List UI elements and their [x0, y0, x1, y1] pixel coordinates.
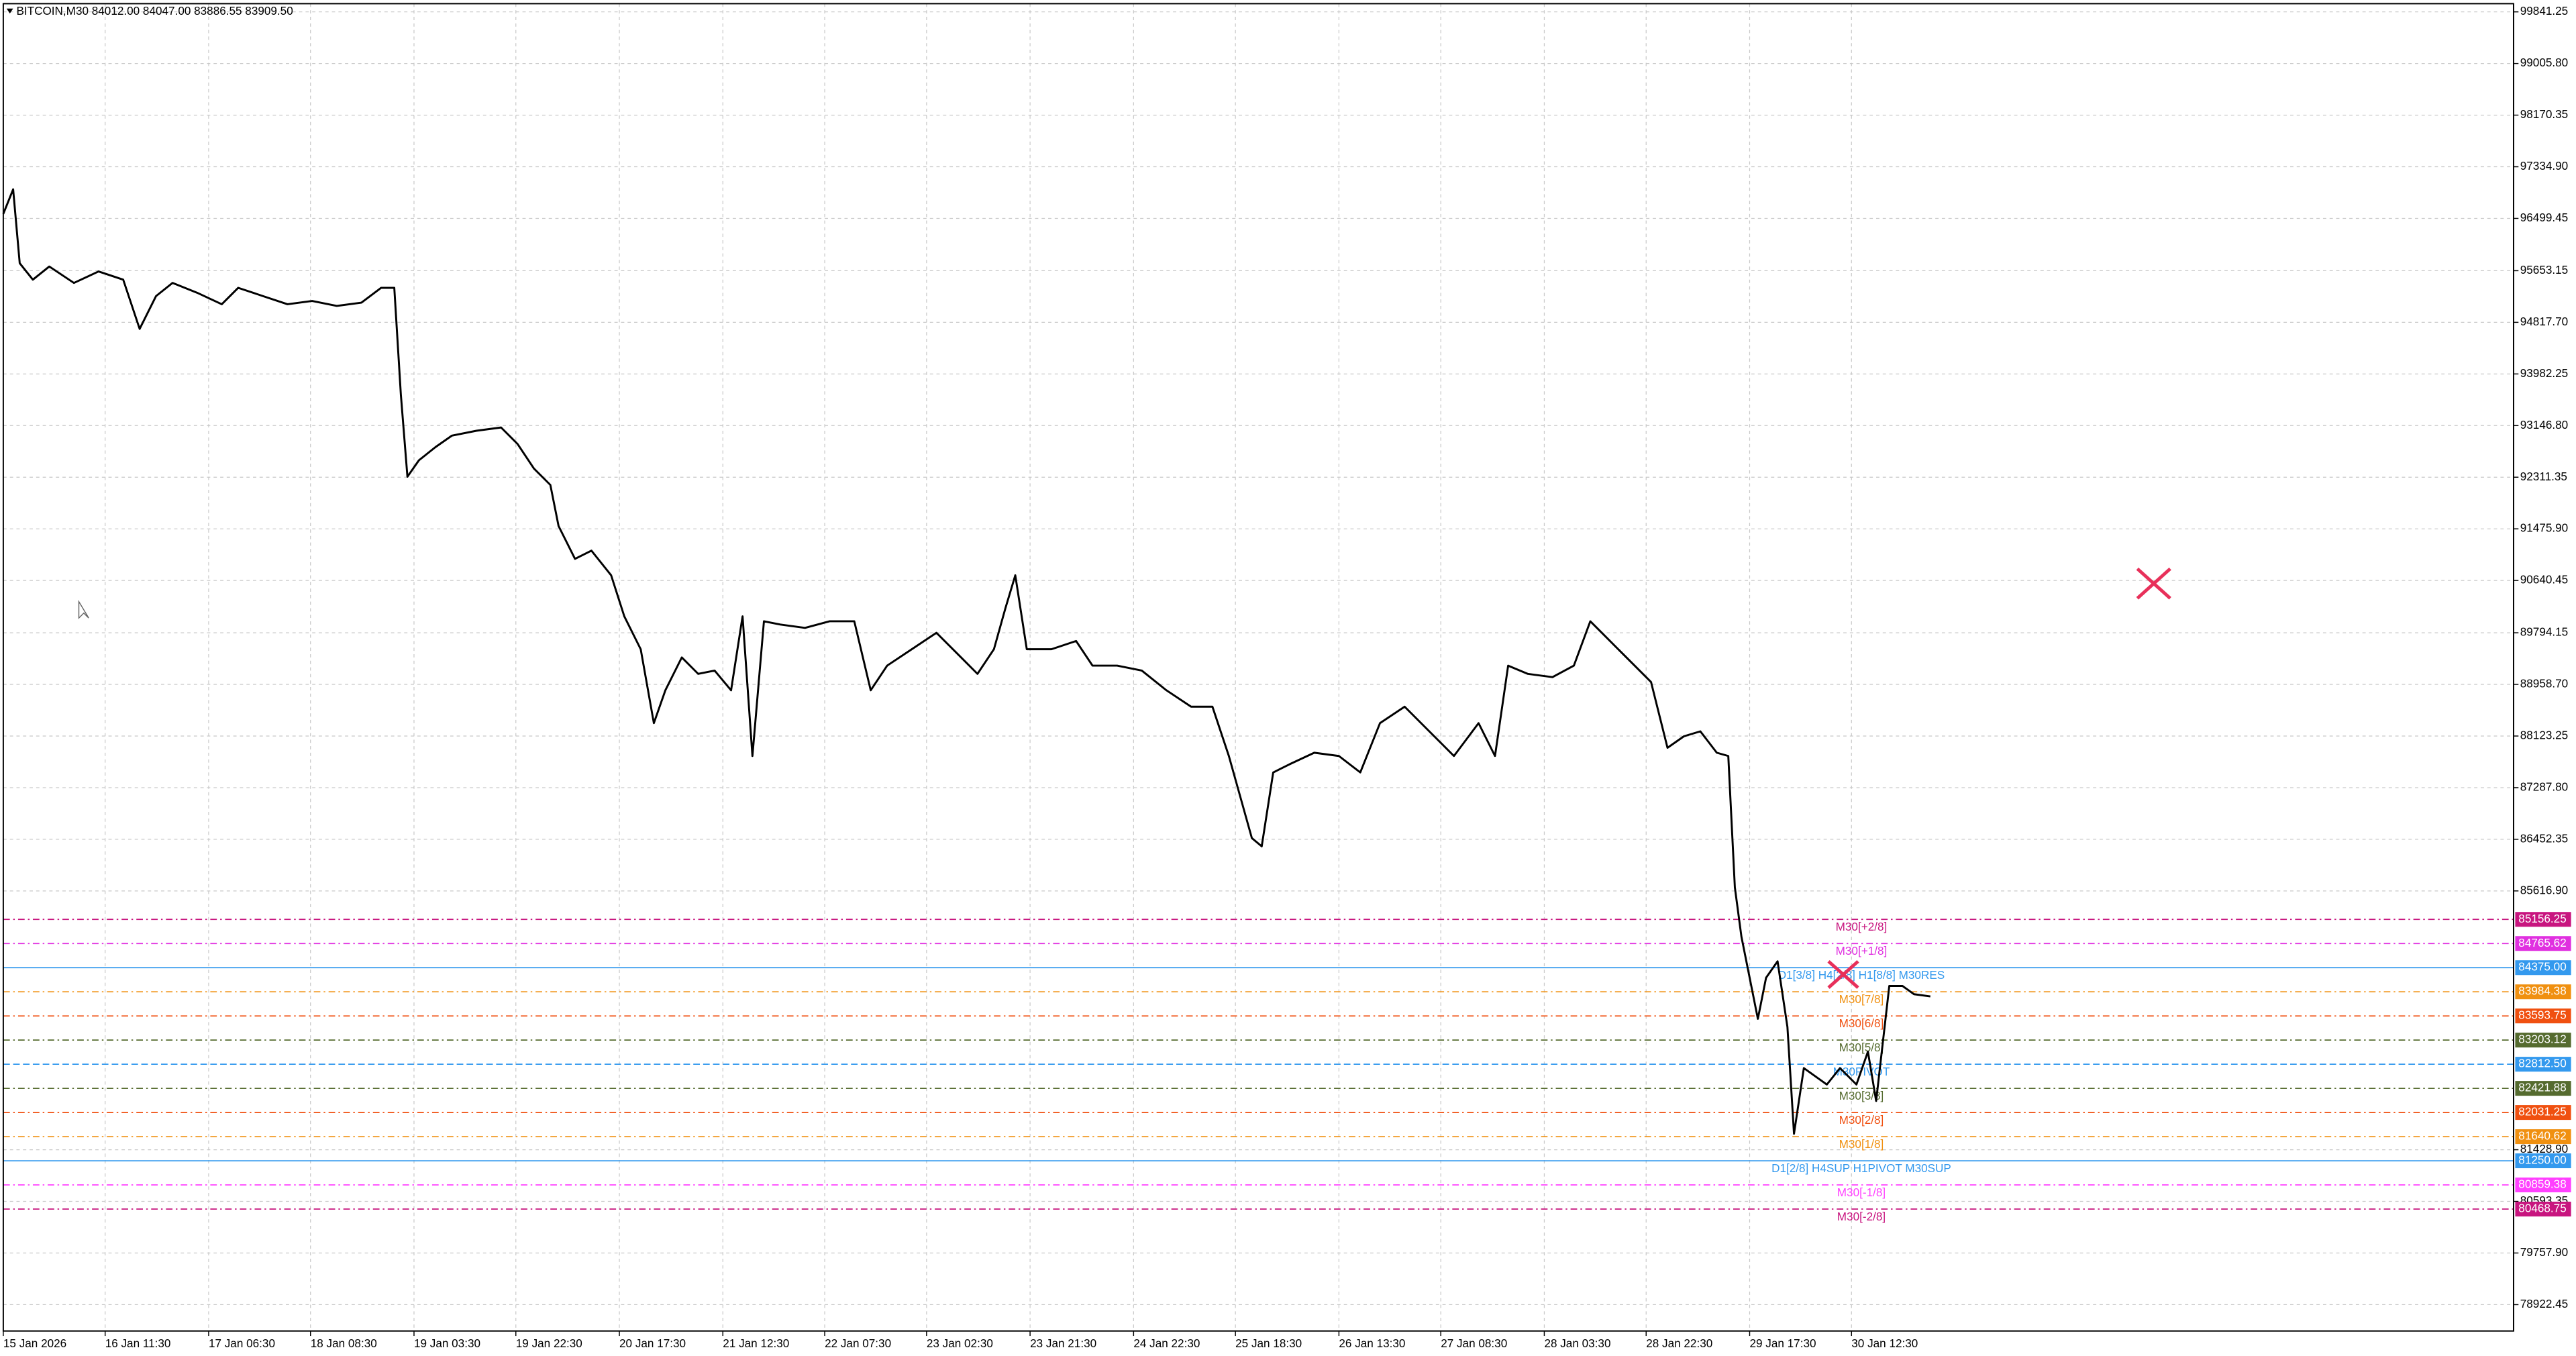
x-tick-label: 18 Jan 08:30	[311, 1337, 377, 1350]
x-tick-label: 28 Jan 03:30	[1544, 1337, 1610, 1350]
x-tick-label: 21 Jan 12:30	[723, 1337, 789, 1350]
levels-layer: M30[+2/8] M30[+1/8] D1[3/8] H4[2/8] H1[8/8…	[3, 919, 2514, 1223]
level-price-box	[2515, 1081, 2571, 1096]
level-price-label: 81640.62	[2518, 1129, 2566, 1143]
y-tick-label: 88958.70	[2520, 677, 2568, 690]
x-tick-label: 26 Jan 13:30	[1339, 1337, 1405, 1350]
x-tick-label: 19 Jan 03:30	[414, 1337, 480, 1350]
x-tick-label: 25 Jan 18:30	[1235, 1337, 1302, 1350]
level-price-box	[2515, 1129, 2571, 1145]
level-price-label: 81250.00	[2518, 1153, 2566, 1167]
level-price-label: 82031.25	[2518, 1105, 2566, 1118]
level-price-label: 82421.88	[2518, 1081, 2566, 1094]
delete-marker[interactable]	[1827, 960, 1859, 989]
level-price-box	[2515, 984, 2571, 1000]
level-price-box	[2515, 1008, 2571, 1024]
level-price-label: 84375.00	[2518, 960, 2566, 974]
y-tick-label: 93982.25	[2520, 366, 2568, 380]
x-tick-label: 20 Jan 17:30	[619, 1337, 686, 1350]
level-price-label: 85156.25	[2518, 912, 2566, 925]
level-label: D1[2/8] H4SUP H1PIVOT M30SUP	[1771, 1161, 1951, 1175]
x-tick-label: 15 Jan 2026	[3, 1337, 66, 1350]
level-label: D1[3/8] H4[2/8] H1[8/8] M30RES	[1778, 968, 1945, 982]
y-tick-label: 91475.90	[2520, 521, 2568, 535]
y-tick-label: 95653.15	[2520, 263, 2568, 276]
menu-arrow[interactable]	[6, 8, 13, 14]
price-line	[2, 188, 1930, 1135]
y-tick-label: 88123.25	[2520, 729, 2568, 742]
level-label: M30[7/8]	[1839, 992, 1884, 1006]
x-tick-label: 16 Jan 11:30	[105, 1337, 171, 1350]
level-label: M30[2/8]	[1839, 1113, 1884, 1127]
level-price-label: 80859.38	[2518, 1178, 2566, 1191]
y-tick-label: 93146.80	[2520, 418, 2568, 431]
y-tick-label: 97334.90	[2520, 159, 2568, 172]
y-tick-label: 96499.45	[2520, 211, 2568, 224]
x-tick-label: 22 Jan 07:30	[825, 1337, 891, 1350]
level-price-label: 83593.75	[2518, 1008, 2566, 1022]
level-price-label: 83203.12	[2518, 1033, 2566, 1046]
plot-frame	[2, 3, 2514, 1332]
level-price-box	[2515, 960, 2571, 976]
level-label: M30[-1/8]	[1837, 1186, 1886, 1199]
level-label: M30[1/8]	[1839, 1137, 1884, 1151]
y-tick-label: 99005.80	[2520, 56, 2568, 69]
chart-title: BITCOIN,M30 84012.00 84047.00 83886.55 8…	[16, 4, 293, 17]
y-tick-label: 94817.70	[2520, 315, 2568, 328]
x-tick-label: 27 Jan 08:30	[1441, 1337, 1507, 1350]
level-price-label: 82812.50	[2518, 1057, 2566, 1070]
level-price-label: 83984.38	[2518, 984, 2566, 998]
y-tick-label: 92311.35	[2520, 470, 2567, 483]
x-tick-label: 17 Jan 06:30	[209, 1337, 275, 1350]
x-tick-label: 29 Jan 17:30	[1749, 1337, 1816, 1350]
x-tick-label: 30 Jan 12:30	[1851, 1337, 1918, 1350]
level-label: M30[6/8]	[1839, 1016, 1884, 1030]
grid-layer	[3, 3, 2514, 1331]
y-tick-label: 85616.90	[2520, 883, 2568, 896]
level-label: M30[+1/8]	[1836, 944, 1888, 957]
y-tick-label: 78922.45	[2520, 1297, 2568, 1310]
mouse-cursor	[78, 600, 89, 619]
level-price-box	[2515, 1033, 2571, 1048]
y-tick-label: 90640.45	[2520, 573, 2568, 586]
x-tick-label: 24 Jan 22:30	[1133, 1337, 1200, 1350]
y-tick-label: 86452.35	[2520, 831, 2568, 845]
y-tick-label: 89794.15	[2520, 625, 2568, 639]
level-label: M30[-2/8]	[1837, 1210, 1886, 1223]
x-tick-label: 23 Jan 02:30	[927, 1337, 993, 1350]
level-price-box	[2515, 1057, 2571, 1072]
x-tick-label: 19 Jan 22:30	[516, 1337, 582, 1350]
x-tick-label: 28 Jan 22:30	[1646, 1337, 1712, 1350]
level-price-box	[2515, 1178, 2571, 1193]
level-price-box	[2515, 912, 2571, 927]
y-tick-label: 99841.25	[2520, 4, 2568, 17]
price-layer	[2, 188, 1930, 1135]
level-price-label: 80468.75	[2518, 1202, 2566, 1215]
level-price-box	[2515, 1201, 2571, 1217]
level-price-box	[2515, 1153, 2571, 1169]
y-tick-label: 79757.90	[2520, 1245, 2568, 1259]
y-tick-label: 98170.35	[2520, 107, 2568, 121]
delete-marker[interactable]	[2136, 567, 2171, 600]
level-price-label: 84765.62	[2518, 936, 2566, 949]
level-label: M30[3/8]	[1839, 1089, 1884, 1102]
y-tick-label: 81428.90	[2520, 1142, 2568, 1155]
y-tick-label: 87287.80	[2520, 780, 2568, 793]
level-label: M30[+2/8]	[1836, 920, 1888, 933]
x-tick-label: 23 Jan 21:30	[1030, 1337, 1096, 1350]
level-label: M30[5/8]	[1839, 1041, 1884, 1054]
level-price-box	[2515, 936, 2571, 951]
level-price-box	[2515, 1105, 2571, 1120]
